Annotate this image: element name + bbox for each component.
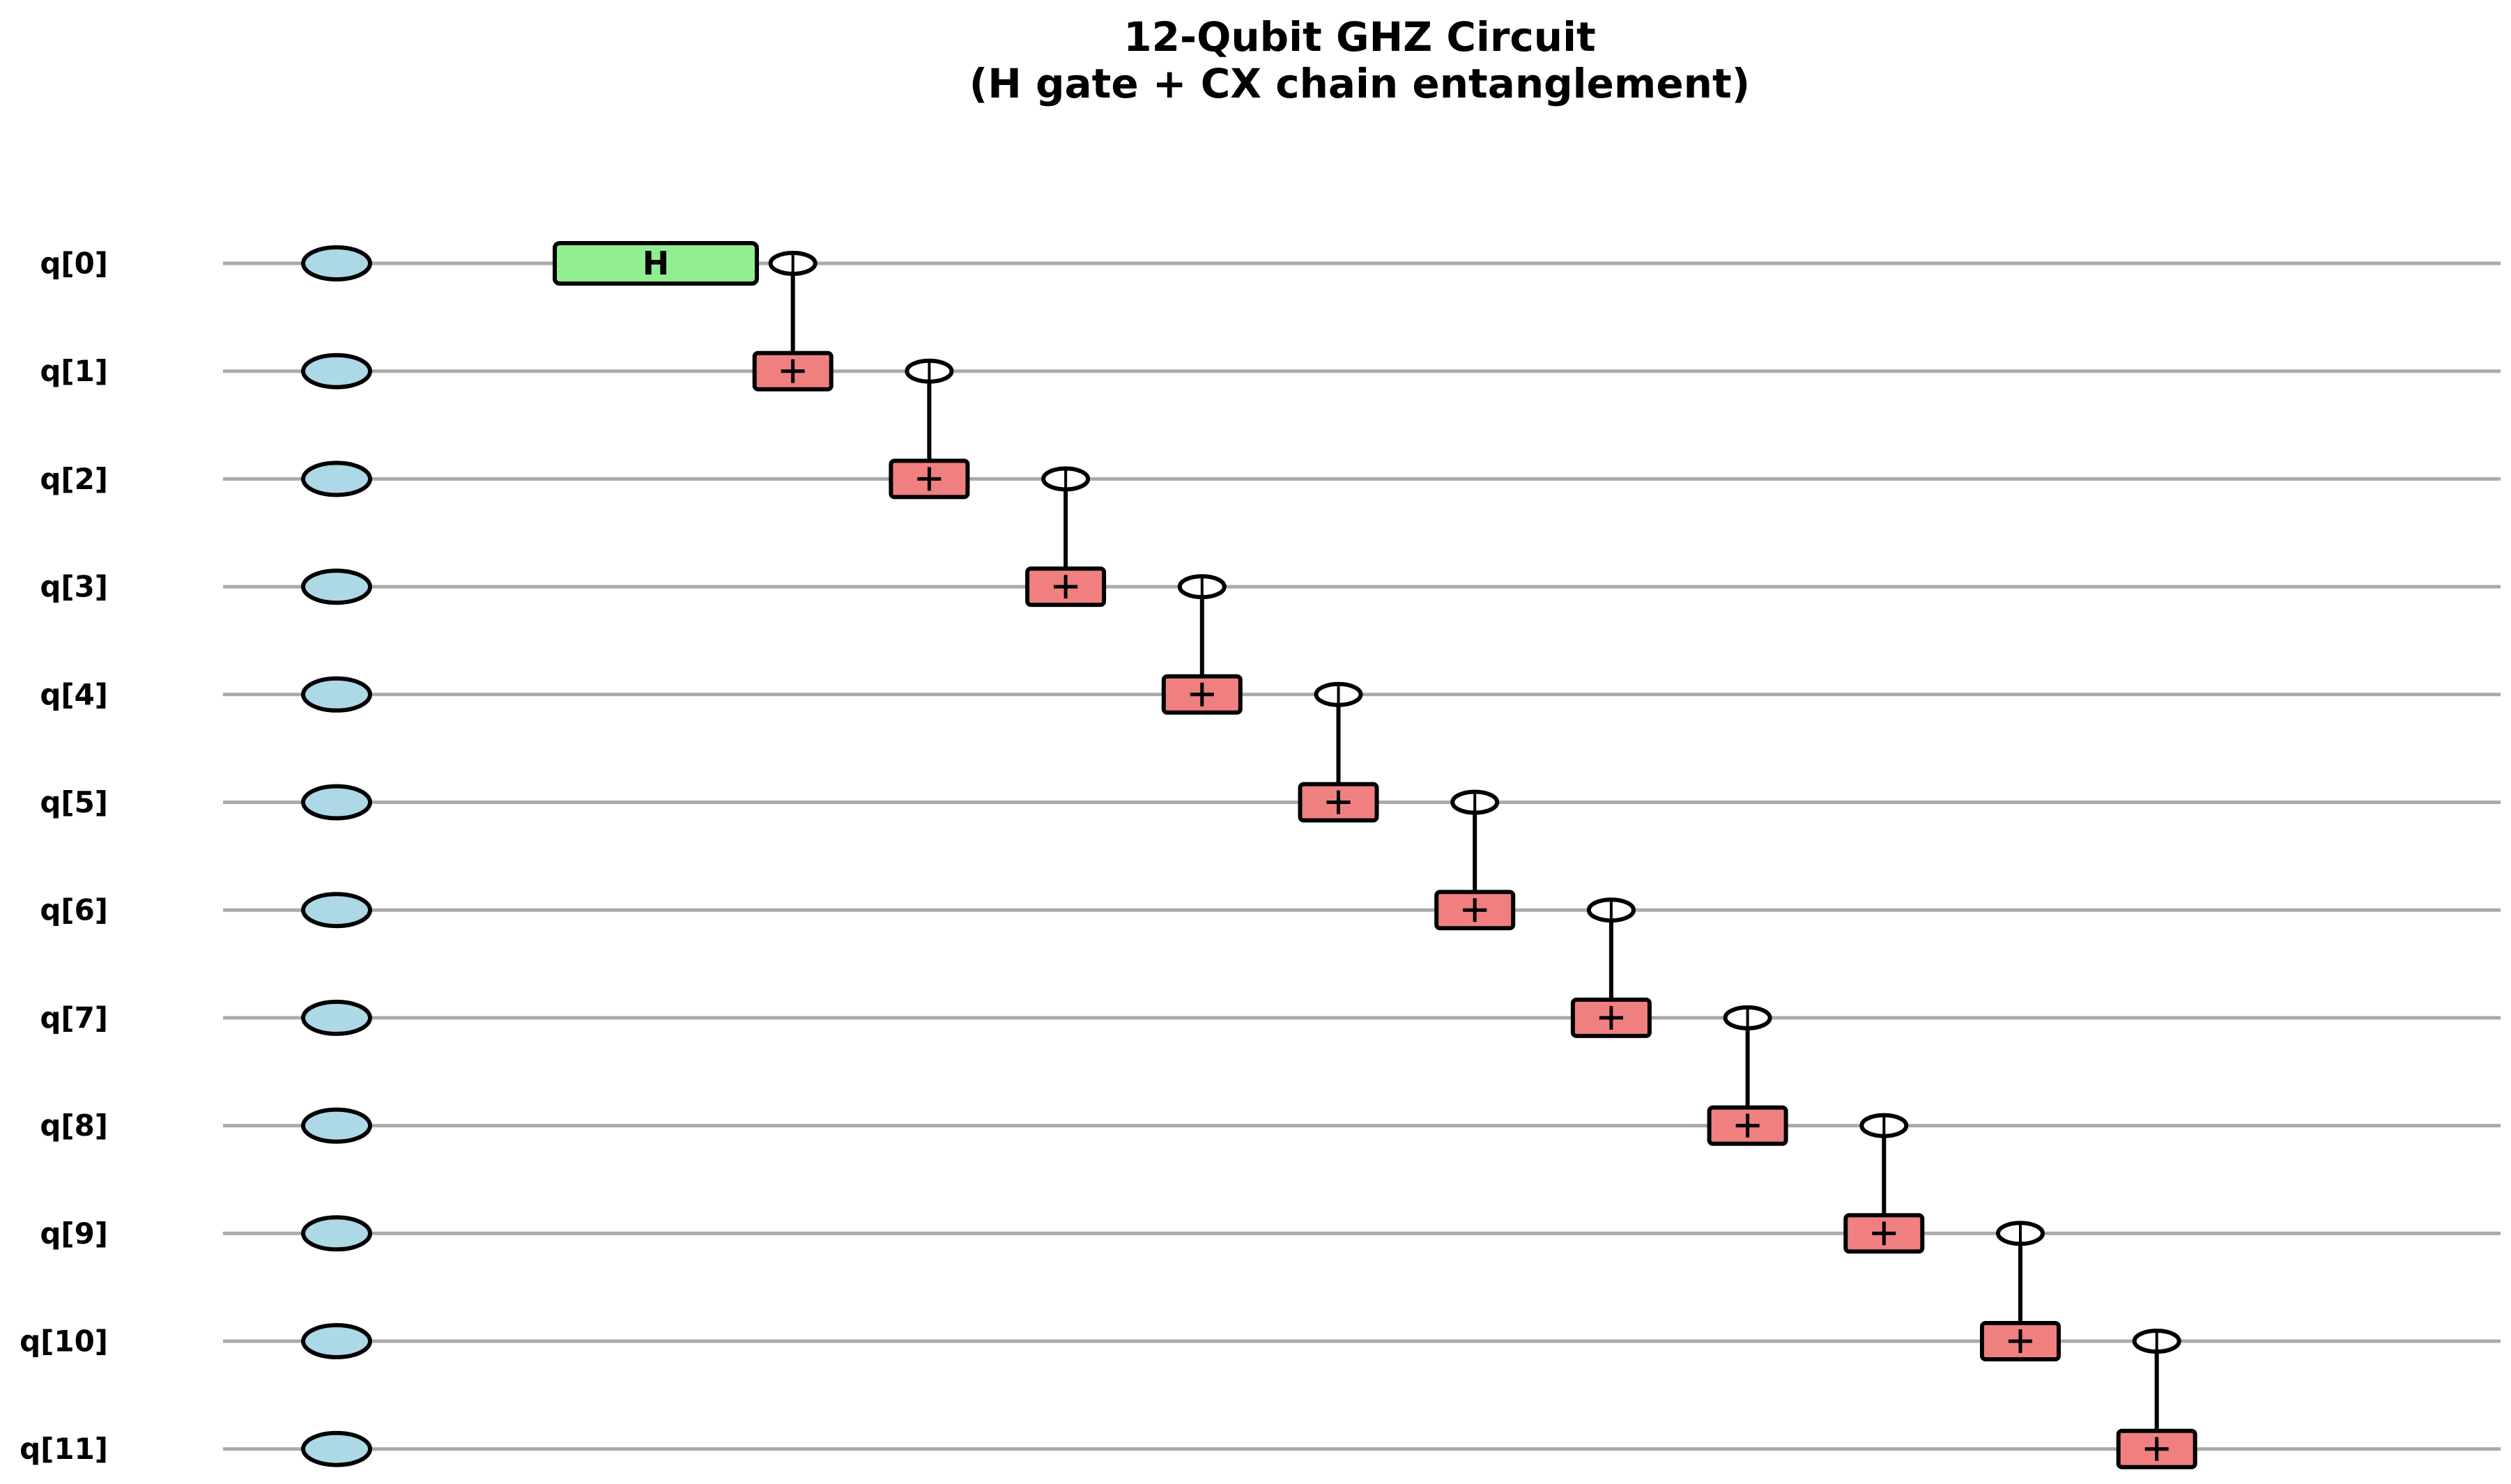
qubit-labels: q[0] q[1] q[2] q[3] q[4] q[5] q[6] q[7] q[8] q[9]…	[20, 247, 108, 1467]
cx-gate	[889, 358, 970, 500]
gates: H	[553, 241, 2197, 1469]
initial-state-marker	[301, 569, 372, 605]
initial-state-marker	[301, 676, 372, 713]
initial-state-marker	[301, 1430, 372, 1467]
initial-state-marker	[301, 892, 372, 929]
qubit-label: q[0]	[40, 247, 108, 281]
cx-gate	[1570, 897, 1652, 1038]
cx-gate	[1161, 574, 1243, 715]
h-gate: H	[553, 241, 759, 286]
title: 12-Qubit GHZ Circuit (H gate + CX chain …	[969, 13, 1750, 107]
cx-gate	[1434, 789, 1516, 931]
qubit-label: q[3]	[40, 570, 108, 604]
qubit-label: q[10]	[20, 1324, 108, 1359]
cx-gate	[1298, 681, 1379, 823]
cx-gate	[752, 251, 834, 392]
initial-state-marker	[301, 353, 372, 389]
qubit-label: q[2]	[40, 462, 108, 496]
cx-gate	[1843, 1113, 1925, 1254]
h-gate-box	[553, 241, 759, 286]
initial-states	[301, 245, 372, 1467]
cx-gate	[1025, 466, 1107, 608]
qubit-label: q[5]	[40, 785, 108, 819]
qubit-label: q[1]	[40, 354, 108, 388]
h-gate-label: H	[643, 245, 670, 282]
title-line-2: (H gate + CX chain entanglement)	[969, 60, 1750, 107]
qubit-label: q[4]	[40, 677, 108, 711]
initial-state-marker	[301, 784, 372, 821]
initial-state-marker	[301, 245, 372, 281]
qubit-wires	[223, 261, 2501, 1451]
qubit-label: q[8]	[40, 1108, 108, 1143]
qubit-label: q[9]	[40, 1216, 108, 1251]
title-line-1: 12-Qubit GHZ Circuit	[1123, 13, 1595, 61]
qubit-label: q[7]	[40, 1000, 108, 1035]
initial-state-marker	[301, 1323, 372, 1359]
initial-state-marker	[301, 1215, 372, 1252]
cx-gate	[1980, 1221, 2061, 1361]
qubit-label: q[11]	[20, 1432, 108, 1466]
initial-state-marker	[301, 461, 372, 497]
initial-state-marker	[301, 999, 372, 1036]
qubit-label: q[6]	[40, 893, 108, 927]
cx-gate	[1707, 1005, 1788, 1146]
cx-gate	[2116, 1329, 2197, 1469]
initial-state-marker	[301, 1107, 372, 1144]
